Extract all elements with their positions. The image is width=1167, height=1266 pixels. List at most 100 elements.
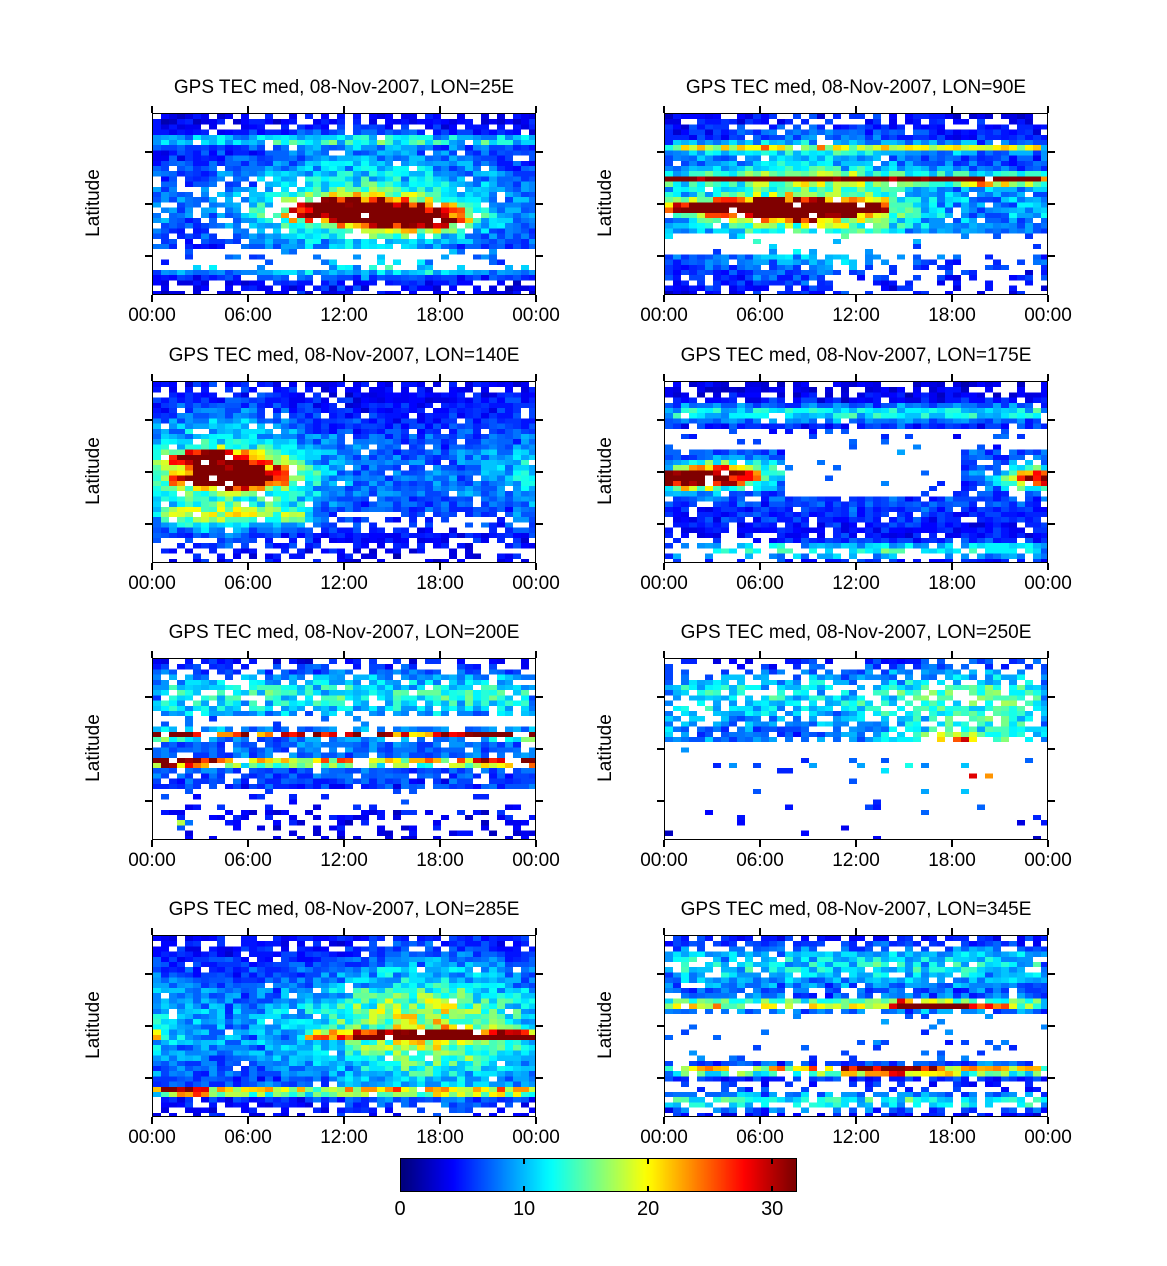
panel-title-lon90e: GPS TEC med, 08-Nov-2007, LON=90E	[685, 77, 1027, 98]
x-tickmark	[535, 840, 537, 847]
x-tickmark	[439, 928, 441, 935]
x-tick-label: 00:00	[128, 305, 176, 326]
x-tickmark	[663, 928, 665, 935]
y-axis-label: Latitude	[595, 169, 616, 237]
x-tickmark	[1047, 563, 1049, 570]
colorbar-tick-label: 10	[512, 1198, 536, 1220]
heatmap-axes-lon250e	[664, 658, 1048, 840]
x-tickmark	[759, 651, 761, 658]
y-tickmark	[1048, 973, 1055, 975]
x-tickmark	[1047, 928, 1049, 935]
y-tickmark	[536, 973, 543, 975]
y-tickmark	[536, 203, 543, 205]
x-tickmark	[1047, 295, 1049, 302]
x-tickmark	[343, 563, 345, 570]
x-tick-label: 06:00	[736, 573, 784, 594]
y-tickmark	[1048, 1077, 1055, 1079]
y-tickmark	[1048, 419, 1055, 421]
y-tickmark	[657, 973, 664, 975]
x-tick-label: 12:00	[320, 850, 368, 871]
x-tickmark	[151, 374, 153, 381]
y-tickmark	[657, 748, 664, 750]
colorbar-tickmark	[647, 1186, 650, 1192]
x-tickmark	[151, 106, 153, 113]
panel-title-lon345e: GPS TEC med, 08-Nov-2007, LON=345E	[680, 899, 1032, 920]
heatmap-axes-lon285e	[152, 935, 536, 1117]
y-tickmark	[657, 419, 664, 421]
x-tickmark	[535, 928, 537, 935]
x-tickmark	[343, 928, 345, 935]
y-axis-label: Latitude	[83, 714, 104, 782]
y-tickmark	[657, 255, 664, 257]
x-tickmark	[151, 840, 153, 847]
x-tickmark	[535, 295, 537, 302]
heatmap-image-lon140e	[153, 382, 535, 562]
y-tickmark	[145, 255, 152, 257]
x-tick-label: 18:00	[928, 850, 976, 871]
heatmap-axes-lon140e	[152, 381, 536, 563]
x-tickmark	[951, 651, 953, 658]
x-tickmark	[439, 106, 441, 113]
panel-title-lon285e: GPS TEC med, 08-Nov-2007, LON=285E	[168, 899, 520, 920]
x-tickmark	[535, 374, 537, 381]
x-tick-label: 18:00	[928, 1127, 976, 1148]
heatmap-axes-lon90e	[664, 113, 1048, 295]
heatmap-image-lon175e	[665, 382, 1047, 562]
colorbar-gradient	[400, 1158, 797, 1192]
panel-title-lon25e: GPS TEC med, 08-Nov-2007, LON=25E	[173, 77, 515, 98]
colorbar-tick-label: 0	[394, 1198, 406, 1220]
x-tickmark	[855, 651, 857, 658]
x-tickmark	[535, 563, 537, 570]
y-tickmark	[536, 1077, 543, 1079]
x-tick-label: 06:00	[224, 573, 272, 594]
x-tickmark	[663, 840, 665, 847]
x-tickmark	[663, 563, 665, 570]
y-tickmark	[536, 1025, 543, 1027]
x-tick-label: 12:00	[832, 305, 880, 326]
y-tickmark	[1048, 1025, 1055, 1027]
y-tickmark	[536, 419, 543, 421]
y-tickmark	[145, 1077, 152, 1079]
y-tickmark	[145, 973, 152, 975]
heatmap-image-lon285e	[153, 936, 535, 1116]
y-tickmark	[1048, 151, 1055, 153]
y-tickmark	[1048, 255, 1055, 257]
x-tickmark	[247, 651, 249, 658]
x-tickmark	[1047, 651, 1049, 658]
x-tickmark	[759, 295, 761, 302]
x-tickmark	[759, 374, 761, 381]
x-tickmark	[759, 106, 761, 113]
x-tickmark	[247, 295, 249, 302]
heatmap-axes-lon345e	[664, 935, 1048, 1117]
panel-title-lon200e: GPS TEC med, 08-Nov-2007, LON=200E	[168, 622, 520, 643]
x-tickmark	[855, 1117, 857, 1124]
x-tick-label: 18:00	[928, 305, 976, 326]
y-tickmark	[145, 471, 152, 473]
x-tickmark	[951, 295, 953, 302]
y-tickmark	[657, 1077, 664, 1079]
x-tickmark	[1047, 840, 1049, 847]
x-tickmark	[663, 106, 665, 113]
x-tickmark	[343, 1117, 345, 1124]
x-tickmark	[855, 295, 857, 302]
x-tick-label: 12:00	[320, 573, 368, 594]
x-tickmark	[247, 928, 249, 935]
x-tickmark	[663, 1117, 665, 1124]
x-tick-label: 18:00	[928, 573, 976, 594]
x-tickmark	[151, 563, 153, 570]
x-tick-label: 06:00	[224, 305, 272, 326]
panel-title-lon140e: GPS TEC med, 08-Nov-2007, LON=140E	[168, 345, 520, 366]
x-tickmark	[855, 374, 857, 381]
x-tickmark	[663, 651, 665, 658]
x-tickmark	[1047, 106, 1049, 113]
heatmap-image-lon90e	[665, 114, 1047, 294]
x-tickmark	[759, 928, 761, 935]
x-tick-label: 00:00	[128, 850, 176, 871]
y-tickmark	[1048, 523, 1055, 525]
x-tickmark	[247, 1117, 249, 1124]
y-tickmark	[657, 471, 664, 473]
x-tickmark	[343, 651, 345, 658]
y-tickmark	[536, 748, 543, 750]
x-tickmark	[247, 840, 249, 847]
y-axis-label: Latitude	[595, 714, 616, 782]
